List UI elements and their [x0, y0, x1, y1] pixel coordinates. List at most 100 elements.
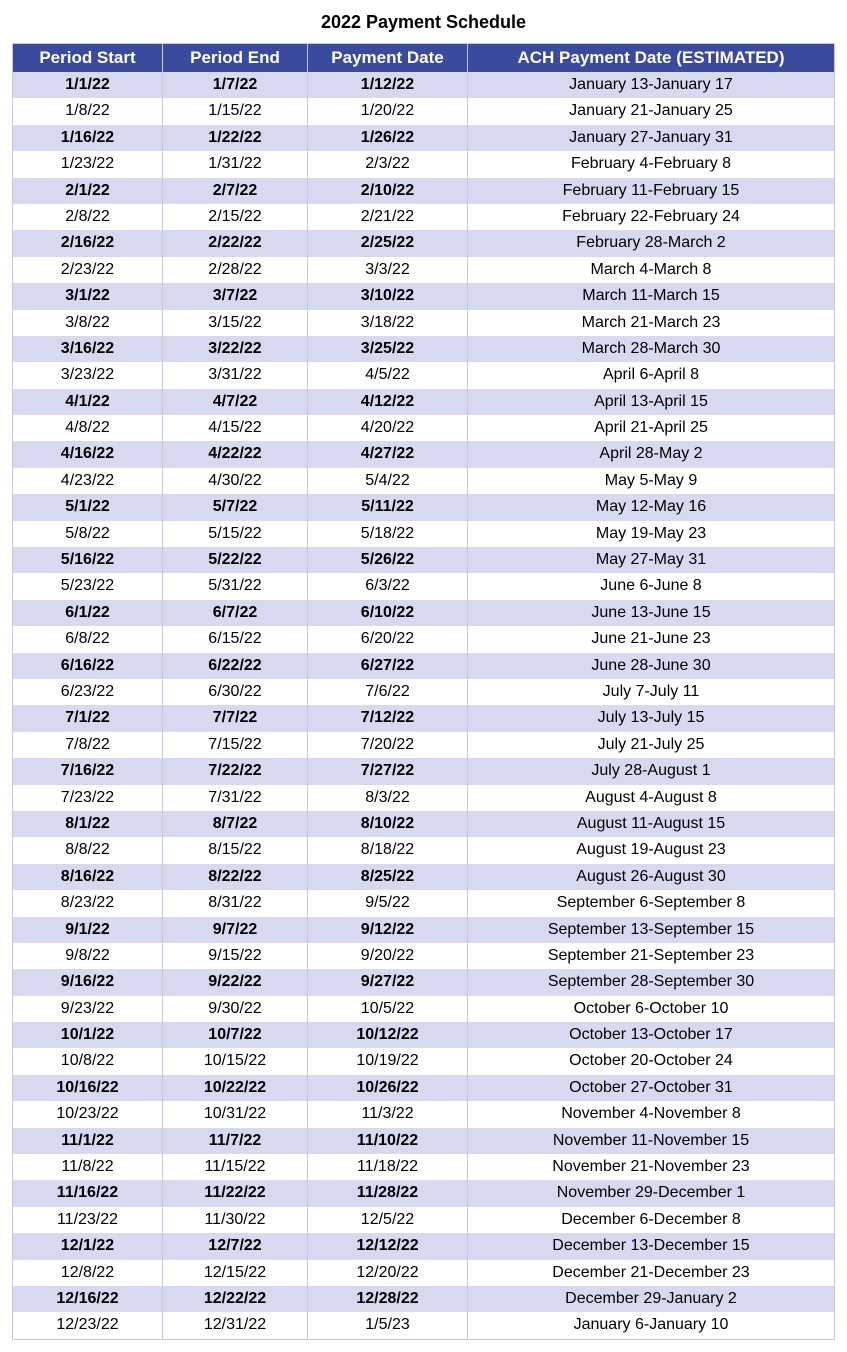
- table-cell: March 21-March 23: [468, 310, 835, 336]
- table-row: 6/8/226/15/226/20/22June 21-June 23: [13, 626, 835, 652]
- table-cell: April 6-April 8: [468, 362, 835, 388]
- table-cell: 12/22/22: [163, 1286, 308, 1312]
- table-row: 9/1/229/7/229/12/22September 13-Septembe…: [13, 917, 835, 943]
- table-cell: 8/18/22: [308, 837, 468, 863]
- table-row: 11/8/2211/15/2211/18/22November 21-Novem…: [13, 1154, 835, 1180]
- table-cell: April 28-May 2: [468, 441, 835, 467]
- table-cell: 9/22/22: [163, 969, 308, 995]
- table-cell: 7/23/22: [13, 785, 163, 811]
- table-cell: 9/15/22: [163, 943, 308, 969]
- table-cell: 12/12/22: [308, 1233, 468, 1259]
- table-row: 10/16/2210/22/2210/26/22October 27-Octob…: [13, 1075, 835, 1101]
- table-cell: July 28-August 1: [468, 758, 835, 784]
- table-cell: 4/1/22: [13, 389, 163, 415]
- table-cell: 6/23/22: [13, 679, 163, 705]
- table-cell: 4/23/22: [13, 468, 163, 494]
- table-cell: January 21-January 25: [468, 98, 835, 124]
- table-cell: 5/23/22: [13, 573, 163, 599]
- table-row: 7/8/227/15/227/20/22July 21-July 25: [13, 732, 835, 758]
- table-cell: 8/3/22: [308, 785, 468, 811]
- table-cell: 1/26/22: [308, 125, 468, 151]
- table-row: 3/1/223/7/223/10/22March 11-March 15: [13, 283, 835, 309]
- table-cell: 7/7/22: [163, 705, 308, 731]
- table-cell: 11/28/22: [308, 1180, 468, 1206]
- table-cell: October 13-October 17: [468, 1022, 835, 1048]
- table-cell: 3/23/22: [13, 362, 163, 388]
- table-cell: 10/8/22: [13, 1048, 163, 1074]
- table-cell: 4/7/22: [163, 389, 308, 415]
- table-row: 3/8/223/15/223/18/22March 21-March 23: [13, 310, 835, 336]
- table-cell: 11/16/22: [13, 1180, 163, 1206]
- table-row: 11/16/2211/22/2211/28/22November 29-Dece…: [13, 1180, 835, 1206]
- table-cell: 10/19/22: [308, 1048, 468, 1074]
- table-cell: 8/22/22: [163, 864, 308, 890]
- table-row: 10/23/2210/31/2211/3/22November 4-Novemb…: [13, 1101, 835, 1127]
- table-cell: 5/31/22: [163, 573, 308, 599]
- column-header-period-start: Period Start: [13, 44, 163, 73]
- table-cell: 8/10/22: [308, 811, 468, 837]
- table-cell: 7/16/22: [13, 758, 163, 784]
- table-cell: 3/31/22: [163, 362, 308, 388]
- table-cell: 5/18/22: [308, 521, 468, 547]
- table-cell: 9/20/22: [308, 943, 468, 969]
- table-cell: 8/31/22: [163, 890, 308, 916]
- table-row: 1/23/221/31/222/3/22February 4-February …: [13, 151, 835, 177]
- table-row: 3/16/223/22/223/25/22March 28-March 30: [13, 336, 835, 362]
- column-header-ach-payment-date: ACH Payment Date (ESTIMATED): [468, 44, 835, 73]
- table-row: 8/8/228/15/228/18/22August 19-August 23: [13, 837, 835, 863]
- table-cell: 3/7/22: [163, 283, 308, 309]
- table-cell: 3/22/22: [163, 336, 308, 362]
- table-cell: 3/18/22: [308, 310, 468, 336]
- table-row: 1/8/221/15/221/20/22January 21-January 2…: [13, 98, 835, 124]
- table-cell: 4/20/22: [308, 415, 468, 441]
- table-cell: 11/18/22: [308, 1154, 468, 1180]
- column-header-payment-date: Payment Date: [308, 44, 468, 73]
- table-cell: August 11-August 15: [468, 811, 835, 837]
- table-cell: 6/1/22: [13, 600, 163, 626]
- table-cell: 11/15/22: [163, 1154, 308, 1180]
- table-cell: 2/10/22: [308, 178, 468, 204]
- table-cell: 6/20/22: [308, 626, 468, 652]
- table-cell: March 4-March 8: [468, 257, 835, 283]
- table-cell: November 29-December 1: [468, 1180, 835, 1206]
- table-cell: 9/8/22: [13, 943, 163, 969]
- table-cell: 3/16/22: [13, 336, 163, 362]
- table-cell: 9/7/22: [163, 917, 308, 943]
- payment-schedule-table: Period Start Period End Payment Date ACH…: [12, 43, 835, 1340]
- table-cell: 4/30/22: [163, 468, 308, 494]
- table-cell: August 26-August 30: [468, 864, 835, 890]
- table-cell: 2/8/22: [13, 204, 163, 230]
- table-cell: 12/23/22: [13, 1312, 163, 1339]
- table-row: 8/16/228/22/228/25/22August 26-August 30: [13, 864, 835, 890]
- table-cell: 1/31/22: [163, 151, 308, 177]
- table-cell: December 21-December 23: [468, 1260, 835, 1286]
- table-row: 7/16/227/22/227/27/22July 28-August 1: [13, 758, 835, 784]
- table-cell: 10/16/22: [13, 1075, 163, 1101]
- table-cell: 9/12/22: [308, 917, 468, 943]
- table-cell: October 27-October 31: [468, 1075, 835, 1101]
- table-cell: September 21-September 23: [468, 943, 835, 969]
- table-row: 2/16/222/22/222/25/22February 28-March 2: [13, 230, 835, 256]
- table-cell: 8/23/22: [13, 890, 163, 916]
- table-cell: April 21-April 25: [468, 415, 835, 441]
- table-cell: 11/23/22: [13, 1207, 163, 1233]
- table-cell: September 13-September 15: [468, 917, 835, 943]
- table-cell: 5/16/22: [13, 547, 163, 573]
- table-cell: 4/27/22: [308, 441, 468, 467]
- table-row: 1/16/221/22/221/26/22January 27-January …: [13, 125, 835, 151]
- table-cell: 10/26/22: [308, 1075, 468, 1101]
- table-cell: April 13-April 15: [468, 389, 835, 415]
- table-cell: 2/15/22: [163, 204, 308, 230]
- table-cell: 9/16/22: [13, 969, 163, 995]
- table-cell: 7/8/22: [13, 732, 163, 758]
- table-cell: 6/8/22: [13, 626, 163, 652]
- table-cell: July 7-July 11: [468, 679, 835, 705]
- table-cell: 5/11/22: [308, 494, 468, 520]
- table-cell: 2/16/22: [13, 230, 163, 256]
- table-row: 9/16/229/22/229/27/22September 28-Septem…: [13, 969, 835, 995]
- table-cell: 2/23/22: [13, 257, 163, 283]
- table-row: 12/8/2212/15/2212/20/22December 21-Decem…: [13, 1260, 835, 1286]
- table-cell: February 22-February 24: [468, 204, 835, 230]
- table-cell: 7/15/22: [163, 732, 308, 758]
- table-cell: 8/16/22: [13, 864, 163, 890]
